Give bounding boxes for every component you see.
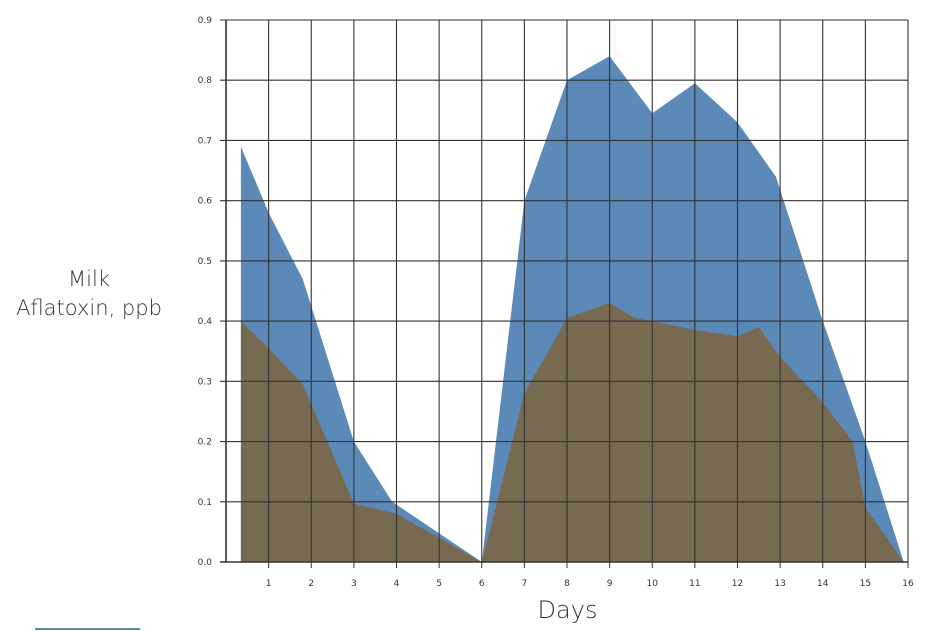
- y-axis-ticks: 0.0 0.1 0.2 0.3 0.4 0.5 0.6 0.7 0.8 0.9: [198, 16, 213, 568]
- y-tick-label: 0.3: [198, 377, 212, 387]
- x-tick-label: 4: [394, 579, 400, 589]
- y-axis-label-line-2: Aflatoxin, ppb: [16, 296, 162, 320]
- x-tick-label: 15: [860, 579, 871, 589]
- y-tick-label: 0.5: [198, 257, 212, 267]
- y-tick-label: 0.6: [198, 197, 213, 207]
- x-tick-label: 5: [436, 579, 442, 589]
- decorative-underline: [35, 628, 140, 630]
- y-axis-label-line-1: Milk: [68, 267, 110, 291]
- x-tick-label: 1: [266, 579, 272, 589]
- x-tick-label: 12: [732, 579, 743, 589]
- x-tick-label: 6: [479, 579, 485, 589]
- x-axis-ticks: 1 2 3 4 5 6 7 8 9 10 11 12 13 14 15 16: [266, 579, 914, 589]
- x-tick-label: 3: [351, 579, 357, 589]
- y-axis-label: Milk Aflatoxin, ppb: [0, 265, 178, 323]
- x-tick-label: 14: [817, 579, 829, 589]
- x-tick-label: 9: [607, 579, 613, 589]
- x-tick-label: 13: [774, 579, 785, 589]
- y-tick-label: 0.7: [198, 136, 212, 146]
- y-tick-label: 0.0: [198, 558, 213, 568]
- y-tick-label: 0.9: [198, 16, 213, 26]
- area-series-group: [240, 56, 904, 562]
- x-tick-label: 8: [564, 579, 570, 589]
- y-tick-label: 0.2: [198, 438, 212, 448]
- y-tick-label: 0.8: [198, 76, 213, 86]
- x-tick-label: 2: [308, 579, 314, 589]
- y-tick-label: 0.4: [198, 317, 213, 327]
- x-axis-label: Days: [537, 596, 598, 624]
- grid: [220, 19, 909, 568]
- x-tick-label: 16: [902, 579, 914, 589]
- y-tick-label: 0.1: [198, 498, 212, 508]
- x-tick-label: 7: [522, 579, 528, 589]
- x-tick-label: 11: [689, 579, 700, 589]
- x-tick-label: 10: [647, 579, 659, 589]
